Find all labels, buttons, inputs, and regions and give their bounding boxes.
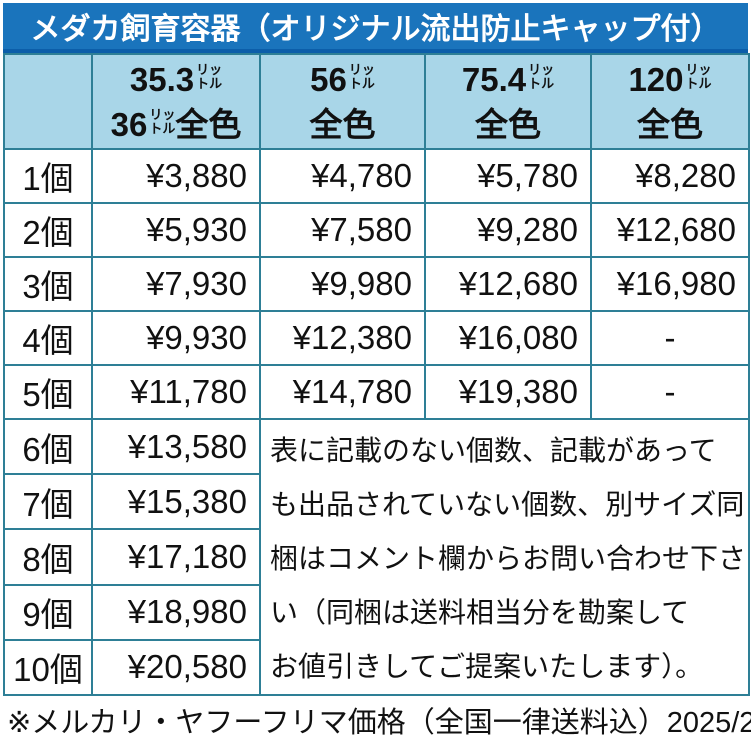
table-row: 8個 ¥17,180 xyxy=(3,528,749,586)
price-cell: ¥4,780 xyxy=(259,148,426,204)
volume-value: 75.4 xyxy=(461,60,527,98)
header-col-120l: 120 リッ トル 全色 xyxy=(590,53,750,150)
price-cell: ¥18,980 xyxy=(91,583,261,641)
price-cell: ¥9,980 xyxy=(259,256,426,312)
volume2-value: 36 xyxy=(110,105,148,143)
table-row: 4個 ¥9,930 ¥12,380 ¥16,080 - xyxy=(3,310,750,366)
price-cell: ¥15,380 xyxy=(91,473,261,531)
price-cell: ¥7,580 xyxy=(259,202,426,258)
price-cell: ¥13,580 xyxy=(91,417,261,476)
no-offer-cell: - xyxy=(590,364,750,420)
header-volume-line: 75.4 リッ トル xyxy=(427,57,589,102)
price-cell: ¥16,980 xyxy=(590,256,750,312)
price-table: 35.3 リッ トル 36 リッ トル 全色 56 リッ トル 全色 75.4 リッ トル 全色 … xyxy=(3,53,750,697)
all-colors-label: 全色 xyxy=(175,105,242,143)
price-cell: ¥9,930 xyxy=(91,310,261,366)
liter-unit: リッ トル xyxy=(196,62,223,91)
header-allcolor-line: 全色 xyxy=(262,102,423,147)
note-line: 梱はコメント欄からお問い合わせ下さ xyxy=(270,543,747,574)
volume-value: 35.3 xyxy=(129,60,195,98)
header-volume-line: 35.3 リッ トル xyxy=(94,57,258,102)
liter-unit: リッ トル xyxy=(149,107,176,136)
count-cell: 9個 xyxy=(3,583,93,641)
volume-value: 56 xyxy=(310,60,347,98)
price-cell: ¥5,930 xyxy=(91,202,261,258)
price-cell: ¥9,280 xyxy=(424,202,592,258)
table-row: 2個 ¥5,930 ¥7,580 ¥9,280 ¥12,680 xyxy=(3,202,750,258)
count-cell: 4個 xyxy=(3,310,93,366)
all-colors-label: 全色 xyxy=(309,105,376,143)
table-row: 7個 ¥15,380 xyxy=(3,473,749,531)
note-line: い（同梱は送料相当分を勘案して xyxy=(270,597,690,628)
all-colors-label: 全色 xyxy=(637,105,703,143)
price-cell: ¥7,930 xyxy=(91,256,261,312)
table-row: 10個 ¥20,580 xyxy=(3,638,749,697)
table-row: 9個 ¥18,980 xyxy=(3,583,749,641)
header-volume-line: 56 リッ トル xyxy=(262,57,423,102)
header-volume-line: 120 リッ トル xyxy=(593,57,747,102)
count-cell: 6個 xyxy=(3,417,93,476)
price-cell: ¥11,780 xyxy=(91,364,261,420)
count-cell: 7個 xyxy=(3,473,93,531)
price-cell: ¥12,680 xyxy=(590,202,750,258)
header-allcolor-line: 全色 xyxy=(593,102,747,147)
price-cell: ¥3,880 xyxy=(91,148,261,204)
count-cell: 3個 xyxy=(3,256,93,312)
header-allcolor-line: 全色 xyxy=(427,102,589,147)
note-line: 表に記載のない個数、記載があって xyxy=(270,435,717,466)
price-cell: ¥14,780 xyxy=(259,364,426,420)
table-row: 6個 ¥13,580 表に記載のない個数、記載があって も出品されていない個数、… xyxy=(3,417,750,696)
no-offer-cell: - xyxy=(590,310,750,366)
price-cell: ¥20,580 xyxy=(91,638,261,697)
table-row: 5個 ¥11,780 ¥14,780 ¥19,380 - xyxy=(3,364,750,420)
price-cell: ¥12,380 xyxy=(259,310,426,366)
price-cell: ¥19,380 xyxy=(424,364,592,420)
page-title: メダカ飼育容器（オリジナル流出防止キャップ付） xyxy=(30,13,721,46)
title-bar: メダカ飼育容器（オリジナル流出防止キャップ付） xyxy=(3,3,748,53)
header-col-56l: 56 リッ トル 全色 xyxy=(259,53,426,150)
count-cell: 5個 xyxy=(3,364,93,420)
price-cell: ¥5,780 xyxy=(424,148,592,204)
liter-unit: リッ トル xyxy=(348,62,375,91)
header-allcolor-line: 36 リッ トル 全色 xyxy=(94,102,258,147)
price-cell: ¥12,680 xyxy=(424,256,592,312)
header-col-75l: 75.4 リッ トル 全色 xyxy=(424,53,592,150)
liter-unit: リッ トル xyxy=(528,62,555,91)
footer-note: ※メルカリ・ヤフーフリマ価格（全国一律送料込）2025/2～ xyxy=(3,696,751,743)
volume-value: 120 xyxy=(628,60,684,98)
count-cell: 10個 xyxy=(3,638,93,697)
inquiry-note: 表に記載のない個数、記載があって も出品されていない個数、別サイズ同 梱はコメン… xyxy=(259,418,750,696)
price-cell: ¥8,280 xyxy=(590,148,750,204)
table-row: 1個 ¥3,880 ¥4,780 ¥5,780 ¥8,280 xyxy=(3,148,750,204)
liter-unit: リッ トル xyxy=(685,62,712,91)
note-line: も出品されていない個数、別サイズ同 xyxy=(270,489,745,520)
count-cell: 1個 xyxy=(3,148,93,204)
count-cell: 2個 xyxy=(3,202,93,258)
table-row: 3個 ¥7,930 ¥9,980 ¥12,680 ¥16,980 xyxy=(3,256,750,312)
table-header-row: 35.3 リッ トル 36 リッ トル 全色 56 リッ トル 全色 75.4 リッ トル 全色 … xyxy=(3,53,750,150)
header-col-35l: 35.3 リッ トル 36 リッ トル 全色 xyxy=(91,53,261,150)
note-line: お値引きしてご提案いたします）。 xyxy=(270,651,704,682)
price-cell: ¥17,180 xyxy=(91,528,261,586)
price-cell: ¥16,080 xyxy=(424,310,592,366)
footer-text: ※メルカリ・ヤフーフリマ価格（全国一律送料込）2025/2～ xyxy=(7,706,751,739)
all-colors-label: 全色 xyxy=(475,105,541,143)
count-cell: 8個 xyxy=(3,528,93,586)
header-empty-cell xyxy=(3,53,93,150)
